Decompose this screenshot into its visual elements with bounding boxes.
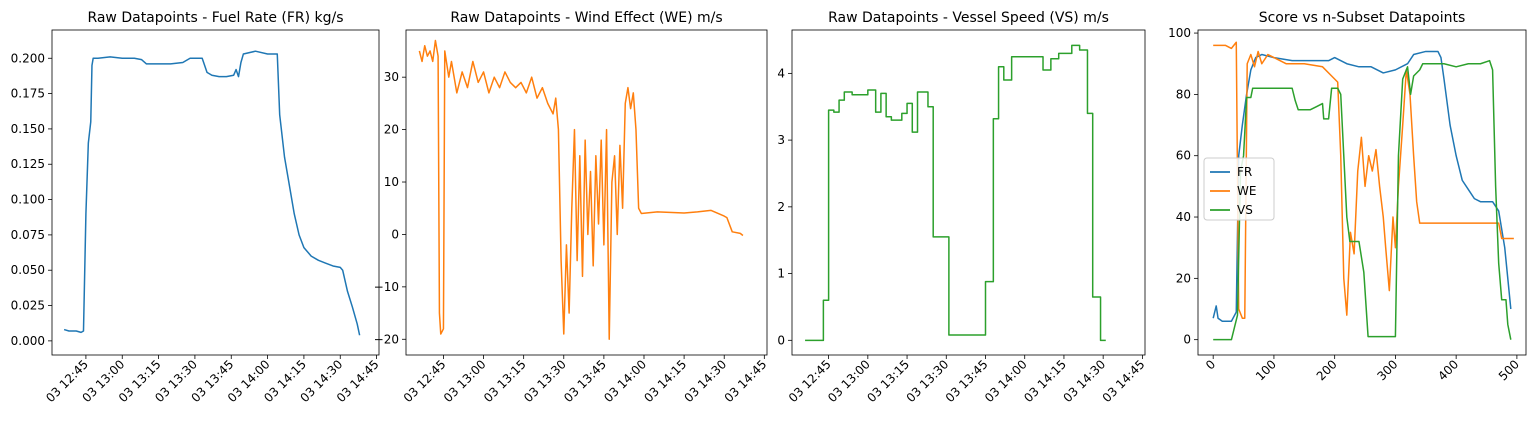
series-line-we [1213, 41, 1514, 319]
x-tick-label: 03 14:45 [722, 357, 770, 405]
x-tick-label: 03 14:00 [601, 357, 649, 405]
y-tick-label: 0.150 [11, 122, 45, 136]
y-tick-label: 80 [1176, 87, 1191, 101]
y-tick-label: 0 [777, 333, 785, 347]
y-tick-label: 20 [1176, 271, 1191, 285]
chart-panel-2: Raw Datapoints - Wind Effect (WE) m/s −20… [374, 10, 770, 405]
y-tick-label: 0.000 [11, 334, 45, 348]
y-tick-label: 40 [1176, 210, 1191, 224]
y-tick-label: 0.100 [11, 193, 45, 207]
y-tick-label: 20 [384, 123, 399, 137]
legend-label-vs: VS [1237, 203, 1253, 217]
y-tick-label: 0.075 [11, 228, 45, 242]
x-tick-label: 03 13:30 [521, 357, 569, 405]
y-tick-label: 0.125 [11, 157, 45, 171]
axes-frame [405, 29, 768, 356]
y-tick-label: 2 [777, 200, 785, 214]
axes-frame [1197, 29, 1527, 356]
x-tick-label: 100 [1253, 357, 1279, 383]
x-tick-label: 03 14:45 [1100, 357, 1148, 405]
y-tick-label: 10 [384, 175, 399, 189]
series-line-vs [805, 44, 1106, 342]
legend: FR WE VS [1203, 157, 1275, 221]
y-tick-label: −20 [374, 332, 399, 346]
x-tick-label: 03 13:45 [561, 357, 609, 405]
series-line-vs [1213, 59, 1512, 341]
chart-title: Raw Datapoints - Wind Effect (WE) m/s [450, 10, 722, 26]
x-tick-label: 03 13:15 [481, 357, 529, 405]
x-tick-label: 300 [1374, 357, 1400, 383]
chart-title: Score vs n-Subset Datapoints [1259, 10, 1466, 26]
x-tick-label: 200 [1314, 357, 1340, 383]
x-tick-label: 03 12:45 [401, 357, 449, 405]
y-tick-label: 60 [1176, 149, 1191, 163]
legend-label-fr: FR [1237, 165, 1252, 179]
chart-title: Raw Datapoints - Vessel Speed (VS) m/s [828, 10, 1109, 26]
y-tick-label: 0.200 [11, 51, 45, 65]
legend-frame [1203, 157, 1275, 221]
series-line-fr [63, 50, 361, 336]
axes-frame [51, 29, 380, 356]
y-tick-label: −10 [374, 280, 399, 294]
y-tick-label: 0.050 [11, 263, 45, 277]
x-tick-label: 400 [1435, 357, 1461, 383]
chart-title: Raw Datapoints - Fuel Rate (FR) kg/s [87, 10, 343, 26]
y-tick-label: 0.175 [11, 87, 45, 101]
y-tick-label: 1 [777, 267, 785, 281]
x-tick-label: 03 14:15 [641, 357, 689, 405]
chart-panel-1: Raw Datapoints - Fuel Rate (FR) kg/s 0.00… [11, 10, 382, 405]
legend-label-we: WE [1237, 184, 1256, 198]
chart-panel-4: Score vs n-Subset Datapoints 0 20 40 60 80 100… [1168, 10, 1527, 383]
y-tick-label: 30 [384, 70, 399, 84]
series-line-we [418, 39, 744, 341]
x-tick-label: 03 13:00 [441, 357, 489, 405]
x-tick-label: 03 14:30 [681, 357, 729, 405]
y-tick-label: 0.025 [11, 299, 45, 313]
x-tick-label: 500 [1496, 357, 1522, 383]
axes-frame [791, 29, 1146, 356]
y-tick-label: 3 [777, 133, 785, 147]
y-tick-label: 0 [391, 227, 399, 241]
y-tick-label: 0 [1183, 333, 1191, 347]
x-tick-label: 0 [1203, 357, 1218, 372]
y-tick-label: 4 [777, 66, 785, 80]
y-tick-label: 100 [1168, 26, 1191, 40]
chart-panel-3: Raw Datapoints - Vessel Speed (VS) m/s 0 1… [777, 10, 1147, 405]
